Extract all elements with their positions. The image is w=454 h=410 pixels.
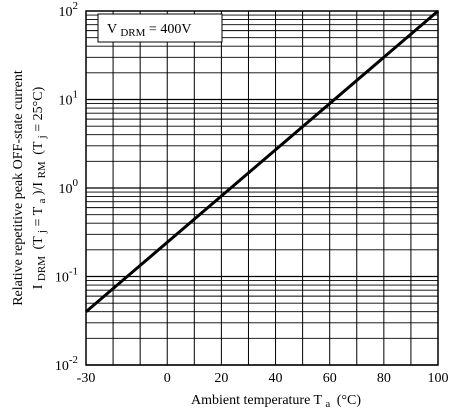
y-tick-base: 10 — [55, 271, 69, 286]
y-axis-label-line1: Relative repetitive peak OFF-state curre… — [11, 70, 26, 306]
x-tick-label: 40 — [269, 371, 283, 386]
y-label-paren1: (T — [31, 236, 46, 250]
plot-frame — [85, 10, 439, 366]
y-label-sub-j1: j — [36, 230, 48, 234]
x-axis-label-sub: a — [325, 398, 330, 410]
y-tick-label: 101 — [59, 89, 79, 109]
annotation-prefix: V — [107, 22, 117, 37]
x-axis-label-main: Ambient temperature T — [191, 393, 323, 408]
y-label-paren2: (T — [31, 141, 46, 155]
annotation-suffix: = 400V — [149, 22, 192, 37]
y-label-sub-j2: j — [36, 135, 48, 139]
x-axis-label-unit: (°C) — [337, 393, 362, 408]
annotation-vdrm: V DRM = 400V — [97, 13, 223, 43]
y-tick-base: 10 — [59, 5, 73, 20]
y-tick-label: 10-1 — [55, 266, 78, 286]
annotation-sub: DRM — [120, 27, 145, 39]
y-label-end: = 25°C) — [31, 86, 46, 131]
y-tick-exponent: 1 — [73, 89, 79, 101]
y-label-sub-a: a — [36, 199, 48, 204]
grid — [85, 11, 439, 366]
y-tick-label: 10-2 — [55, 354, 78, 374]
y-tick-label: 100 — [59, 177, 79, 197]
x-axis-label: Ambient temperature T a (°C) — [191, 393, 361, 410]
y-tick-exponent: 0 — [73, 177, 79, 189]
y-tick-exponent: 2 — [73, 0, 79, 12]
x-tick-label: 80 — [377, 371, 391, 386]
y-tick-base: 10 — [59, 182, 73, 197]
y-axis-label-line2: I DRM (T j = T a )/I RM (T j = 25°C) — [31, 86, 49, 289]
x-tick-label: 60 — [323, 371, 337, 386]
annotation-text: V DRM = 400V — [107, 22, 191, 40]
y-tick-base: 10 — [59, 94, 73, 109]
x-tick-label: 100 — [428, 371, 449, 386]
y-axis-label: Relative repetitive peak OFF-state curre… — [11, 70, 49, 306]
y-label-eq-t: = T — [31, 206, 46, 226]
x-tick-label: -30 — [77, 371, 96, 386]
y-label-sub-rm: RM — [36, 161, 48, 178]
series-layer — [85, 9, 439, 313]
x-tick-label: 0 — [164, 371, 171, 386]
y-tick-exponent: -1 — [69, 266, 78, 278]
y-label-div-i: )/I — [31, 182, 46, 196]
y-tick-base: 10 — [55, 359, 69, 374]
y-label-sub-drm: DRM — [36, 256, 48, 281]
x-tick-labels: -30 0 20 40 60 80 100 — [77, 371, 449, 386]
y-tick-exponent: -2 — [69, 354, 78, 366]
x-tick-label: 20 — [214, 371, 228, 386]
y-label-i: I — [31, 284, 46, 289]
series-line — [85, 9, 439, 313]
annotation-box — [97, 13, 223, 43]
y-tick-label: 102 — [59, 0, 79, 20]
